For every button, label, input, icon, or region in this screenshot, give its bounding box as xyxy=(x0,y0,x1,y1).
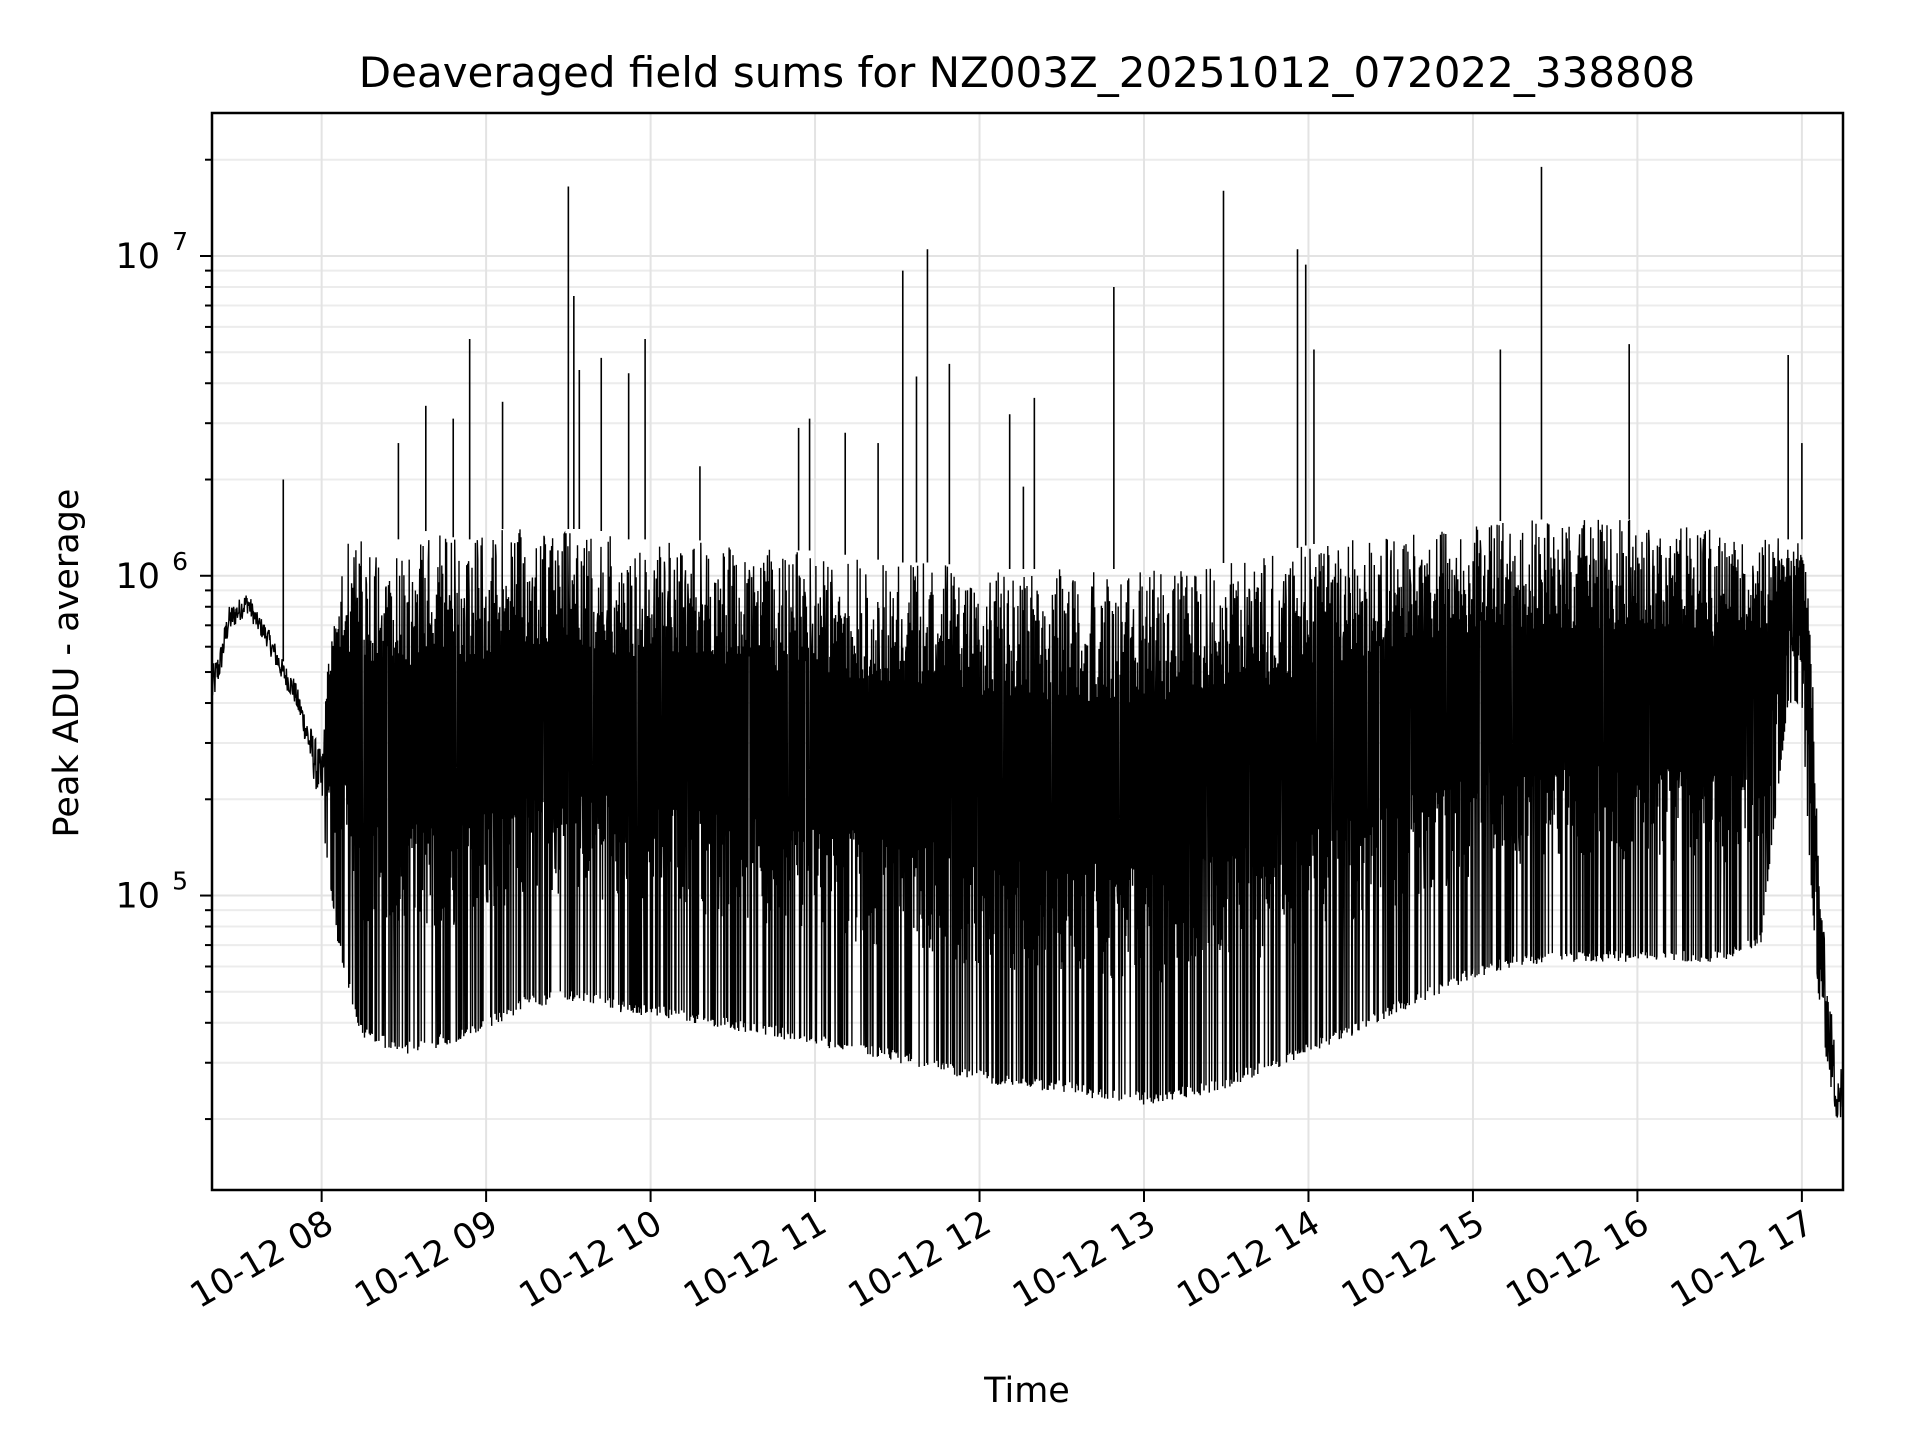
y-tick-label: 10 xyxy=(115,877,160,917)
data-layer xyxy=(212,166,1843,1118)
chart-title: Deaveraged field sums for NZ003Z_2025101… xyxy=(359,48,1695,97)
plot-frame xyxy=(210,111,1845,1192)
y-tick-label-exponent: 6 xyxy=(172,547,188,576)
y-tick-label: 10 xyxy=(115,237,160,277)
x-axis-label: Time xyxy=(983,1371,1070,1411)
y-axis-label: Peak ADU - average xyxy=(47,489,87,838)
y-tick-label: 10 xyxy=(115,557,160,597)
y-tick-label-exponent: 5 xyxy=(172,867,188,896)
y-tick-label-exponent: 7 xyxy=(172,227,188,256)
series-line xyxy=(212,519,1843,1118)
